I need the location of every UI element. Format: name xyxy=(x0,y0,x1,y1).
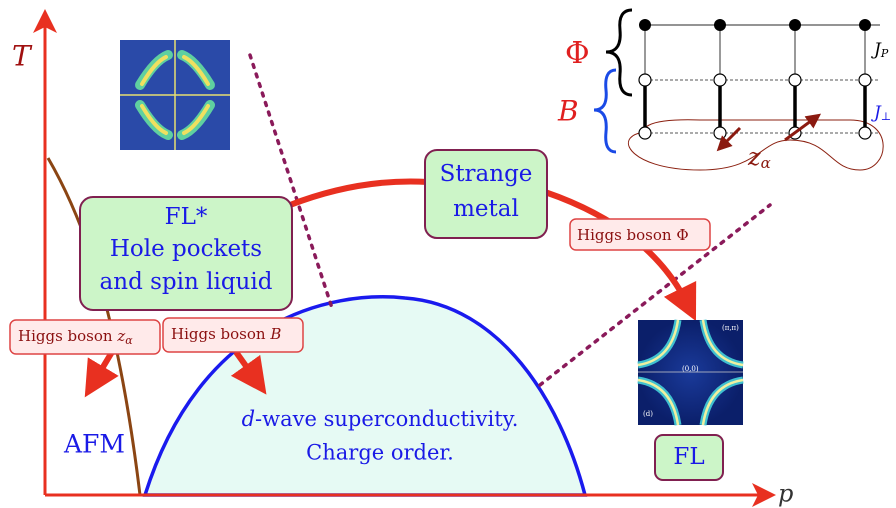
fermi-surface-inset: (π,π) (0,0) (d) xyxy=(638,320,743,425)
b-label: B xyxy=(557,95,579,128)
j-label: JP xyxy=(871,40,889,61)
transition-arrow xyxy=(290,181,428,205)
x-label: p xyxy=(778,480,793,508)
sc-label: d-wave superconductivity. xyxy=(242,407,519,431)
fl-star-label: Hole pockets xyxy=(110,236,262,262)
strange-metal-label: metal xyxy=(453,196,519,222)
z-sub: α xyxy=(761,154,771,172)
j-label: J⊥ xyxy=(871,103,891,124)
fs-label: (0,0) xyxy=(682,365,699,373)
lattice xyxy=(594,10,883,170)
higgs-label: Higgs boson zα xyxy=(18,327,133,347)
higgs-symbol: B xyxy=(269,325,281,343)
higgs-label: Higgs boson Φ xyxy=(577,226,689,244)
sc-text: -wave superconductivity. xyxy=(255,407,518,431)
fl-star-label: and spin liquid xyxy=(100,269,273,295)
higgs-text: Higgs boson xyxy=(577,226,672,244)
higgs-symbol: Φ xyxy=(676,226,688,244)
y-label: T xyxy=(12,40,33,73)
j-sub: ⊥ xyxy=(881,110,891,123)
higgs-sub: α xyxy=(125,334,133,347)
sc-label: Charge order. xyxy=(306,441,454,465)
fs-label: (π,π) xyxy=(722,324,739,332)
sc-d: d xyxy=(242,407,255,431)
phase-diagram: T p FL* Hole pockets and spin liquid Str… xyxy=(0,0,896,508)
transition-arrow xyxy=(94,352,112,382)
j-sub: P xyxy=(880,47,889,60)
phi-label: Φ xyxy=(565,36,590,71)
afm-label: AFM xyxy=(63,430,125,459)
fs-label: (d) xyxy=(643,410,653,418)
higgs-symbol: z xyxy=(116,327,125,345)
fl-star-label: FL* xyxy=(165,204,208,230)
z-text: z xyxy=(747,143,761,171)
higgs-text: Higgs boson xyxy=(18,327,113,345)
fl-label: FL xyxy=(673,444,704,470)
higgs-text: Higgs boson xyxy=(171,325,266,343)
higgs-label: Higgs boson B xyxy=(171,325,281,343)
pocket-inset xyxy=(120,40,230,150)
strange-metal-label: Strange xyxy=(440,161,533,187)
